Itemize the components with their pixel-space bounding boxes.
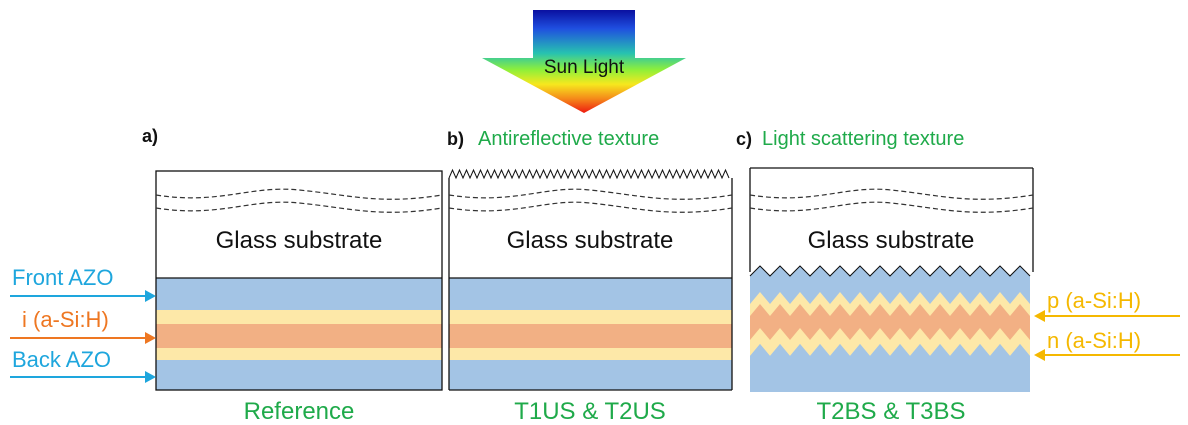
i-layer-arrow	[10, 332, 156, 344]
panel-c-tag: c)	[736, 129, 752, 149]
i-layer-label: i (a-Si:H)	[22, 307, 109, 332]
p-layer-label: p (a-Si:H)	[1047, 288, 1141, 313]
panel-a-substrate-label: Glass substrate	[216, 227, 383, 254]
panel-c-back-azo	[750, 344, 1030, 392]
n-layer-label: n (a-Si:H)	[1047, 328, 1141, 353]
panel-b-heading: Antireflective texture	[478, 128, 659, 150]
sun-light-arrow	[482, 10, 686, 113]
back-azo-label: Back AZO	[12, 347, 111, 372]
panel-b-antireflective-stack	[448, 168, 733, 391]
panel-a-tag: a)	[142, 126, 158, 146]
front-azo-label: Front AZO	[12, 265, 113, 290]
p-layer-arrow	[1034, 310, 1180, 322]
panel-c-substrate-label: Glass substrate	[808, 227, 975, 254]
panel-c-glass-zigzag	[749, 265, 1031, 277]
panel-a-caption: Reference	[244, 398, 355, 425]
n-layer-arrow	[1034, 349, 1180, 361]
panel-c-caption: T2BS & T3BS	[817, 398, 966, 425]
panel-b-caption: T1US & T2US	[514, 398, 666, 425]
panel-c-n-layer	[750, 328, 1030, 356]
back-azo-arrow	[10, 371, 156, 383]
panel-a-reference-stack	[155, 170, 443, 391]
front-azo-arrow	[10, 290, 156, 302]
sun-light-label: Sun Light	[544, 57, 625, 78]
panel-b-substrate-label: Glass substrate	[507, 227, 674, 254]
panel-c-scattering-stack	[749, 167, 1034, 392]
panel-c-heading: Light scattering texture	[762, 128, 964, 150]
panel-b-top-zigzag	[448, 168, 730, 180]
panel-c-i-layer	[750, 304, 1030, 344]
panel-b-tag: b)	[447, 129, 464, 149]
